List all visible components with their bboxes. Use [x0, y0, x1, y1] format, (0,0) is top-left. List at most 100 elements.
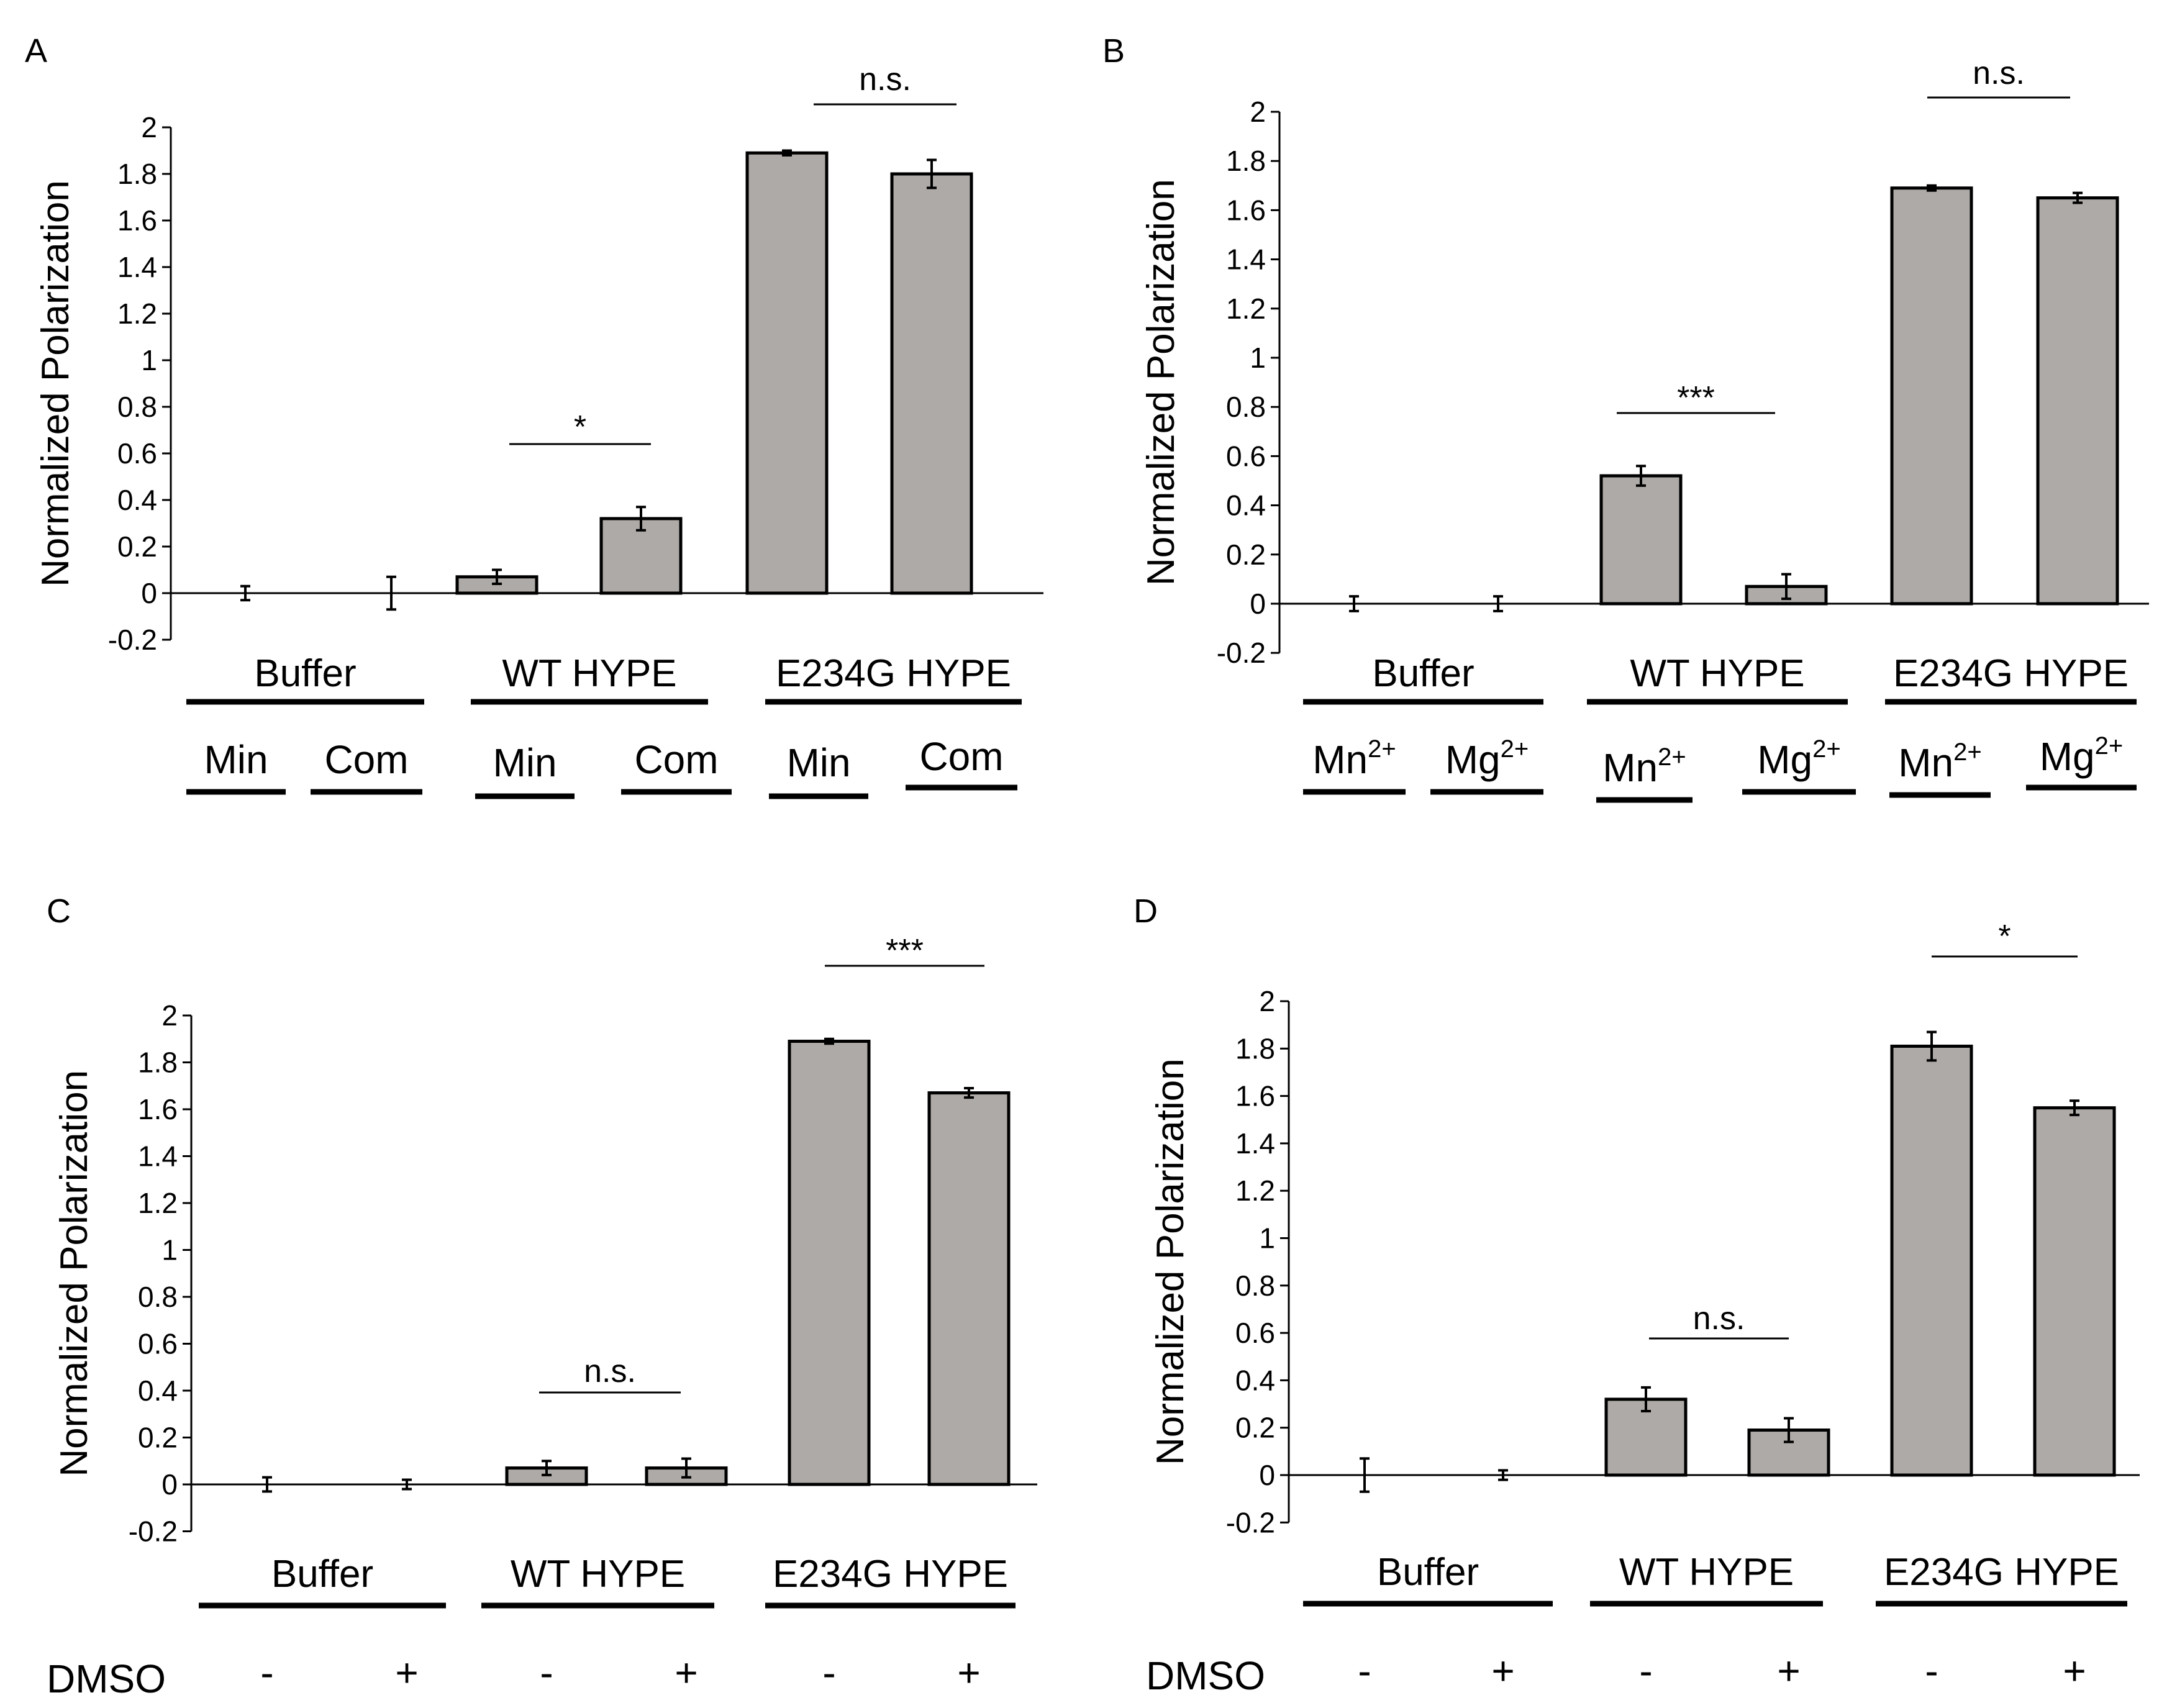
- group-label: E234G HYPE: [773, 1553, 1008, 1596]
- y-tick-label: 0: [141, 577, 157, 609]
- y-tick-label: 1.4: [138, 1140, 178, 1173]
- error-bar: [681, 1457, 691, 1479]
- category-label: Mn2+: [1898, 738, 1982, 785]
- panel-letter: A: [25, 32, 47, 70]
- category-label: Mg2+: [1445, 735, 1529, 782]
- y-tick-label: 1.8: [1226, 145, 1266, 177]
- significance-label: *: [1998, 919, 2011, 955]
- y-tick-label: 1: [161, 1234, 178, 1266]
- group-label: E234G HYPE: [1893, 652, 2129, 695]
- y-tick-label: 1.6: [1235, 1080, 1275, 1112]
- category-label: +: [1777, 1648, 1800, 1693]
- y-tick-label: 1.8: [1235, 1032, 1275, 1065]
- y-tick-label: 1.2: [117, 298, 157, 330]
- y-tick-label: -0.2: [1217, 637, 1266, 669]
- y-tick-label: 1: [1250, 342, 1266, 374]
- y-tick-label: 0.8: [1226, 391, 1266, 423]
- y-tick-label: 0.6: [117, 437, 157, 470]
- error-bar: [1641, 1386, 1651, 1412]
- group-label: Buffer: [1372, 652, 1474, 695]
- y-tick-label: 1.6: [117, 204, 157, 237]
- category-label-superscript: 2+: [1953, 738, 1982, 766]
- y-tick-label: 1.4: [117, 251, 157, 283]
- y-axis-label: Normalized Polarization: [53, 1070, 96, 1477]
- group-label: Buffer: [271, 1553, 373, 1596]
- category-label: -: [822, 1650, 835, 1695]
- y-tick-label: 2: [141, 111, 157, 143]
- bar: [1890, 1044, 1973, 1477]
- category-label: +: [675, 1650, 697, 1695]
- category-label: +: [1491, 1648, 1514, 1693]
- category-label-base: Mg: [1445, 737, 1501, 782]
- significance-label: *: [574, 409, 586, 445]
- y-tick-label: -0.2: [108, 624, 157, 656]
- panel-a: A Normalized Polarization -0.2 0 0.2 0.4 0.6 0.…: [25, 32, 1043, 799]
- y-tick-label: 0: [1259, 1459, 1275, 1491]
- error-bar: [964, 1087, 974, 1099]
- category-label-base: Mg: [2040, 734, 2095, 779]
- error-bar: [1927, 184, 1937, 192]
- group-label: WT HYPE: [502, 652, 676, 695]
- bar: [2033, 1106, 2116, 1477]
- y-axis-label: Normalized Polarization: [1149, 1058, 1192, 1465]
- row-label: DMSO: [47, 1656, 166, 1701]
- bar: [2036, 196, 2119, 606]
- group-label: WT HYPE: [511, 1553, 685, 1596]
- y-tick-label: 0.4: [117, 484, 157, 516]
- y-tick-label: -0.2: [1226, 1506, 1275, 1538]
- group-label: E234G HYPE: [776, 652, 1011, 695]
- row-label: DMSO: [1146, 1653, 1265, 1698]
- category-label-superscript: 2+: [1368, 735, 1396, 763]
- y-tick-label: 1.2: [1235, 1174, 1275, 1207]
- error-bar: [636, 506, 646, 532]
- category-label: Min: [493, 740, 557, 785]
- y-tick-label: 0.2: [138, 1422, 178, 1454]
- error-bar: [1927, 1030, 1937, 1062]
- group-label: WT HYPE: [1619, 1551, 1794, 1594]
- y-tick-label: 1.2: [138, 1187, 178, 1219]
- group-label: WT HYPE: [1630, 652, 1804, 695]
- category-label: Min: [204, 737, 268, 782]
- category-label-base: Mn: [1312, 737, 1368, 782]
- y-tick-label: 0.8: [138, 1281, 178, 1313]
- significance-label: n.s.: [584, 1353, 636, 1389]
- category-label-superscript: 2+: [2095, 732, 2124, 760]
- y-tick-label: 1.6: [1226, 194, 1266, 226]
- category-label: -: [1925, 1648, 1938, 1693]
- significance-label: n.s.: [1973, 55, 2025, 91]
- category-label: Min: [786, 740, 850, 785]
- y-tick-label: 1.6: [138, 1093, 178, 1125]
- y-tick-label: 0.6: [1226, 440, 1266, 472]
- bar: [890, 172, 973, 595]
- category-label: -: [1639, 1648, 1652, 1693]
- error-bar: [1784, 1417, 1794, 1443]
- category-label: Mn2+: [1602, 743, 1686, 790]
- category-label: Com: [634, 737, 718, 782]
- category-label-base: Mg: [1757, 737, 1812, 782]
- significance-label: ***: [1677, 380, 1715, 416]
- y-tick-label: -0.2: [129, 1515, 178, 1548]
- y-tick-label: 0.4: [138, 1374, 178, 1407]
- y-tick-label: 1.4: [1235, 1127, 1275, 1160]
- y-axis-label: Normalized Polarization: [1140, 179, 1183, 586]
- panel-b: B Normalized Polarization -0.2 0 0.2 0.4 0.6 0.…: [1102, 32, 2149, 803]
- error-bar: [927, 158, 937, 189]
- y-tick-label: 0.2: [1226, 538, 1266, 571]
- panel-d: D Normalized Polarization -0.2 0 0.2 0.4 0.6 0.…: [1134, 893, 2140, 1698]
- category-label: -: [260, 1650, 273, 1695]
- error-bar: [782, 149, 792, 157]
- y-tick-label: 1: [1259, 1222, 1275, 1255]
- panel-c: C Normalized Polarization -0.2 0 0.2 0.4 0.6 0.…: [47, 893, 1037, 1701]
- y-tick-label: 0: [1250, 588, 1266, 620]
- category-label: Mn2+: [1312, 735, 1396, 782]
- error-bar: [2073, 191, 2083, 204]
- y-tick-label: 1.8: [117, 158, 157, 190]
- bar: [927, 1091, 1011, 1486]
- y-tick-label: 2: [1259, 985, 1275, 1017]
- category-label: Com: [919, 734, 1003, 779]
- category-label-superscript: 2+: [1658, 743, 1686, 771]
- y-tick-label: 1.2: [1226, 293, 1266, 325]
- y-tick-label: 2: [1250, 96, 1266, 128]
- significance-label: ***: [886, 933, 924, 969]
- panel-letter: C: [47, 893, 71, 930]
